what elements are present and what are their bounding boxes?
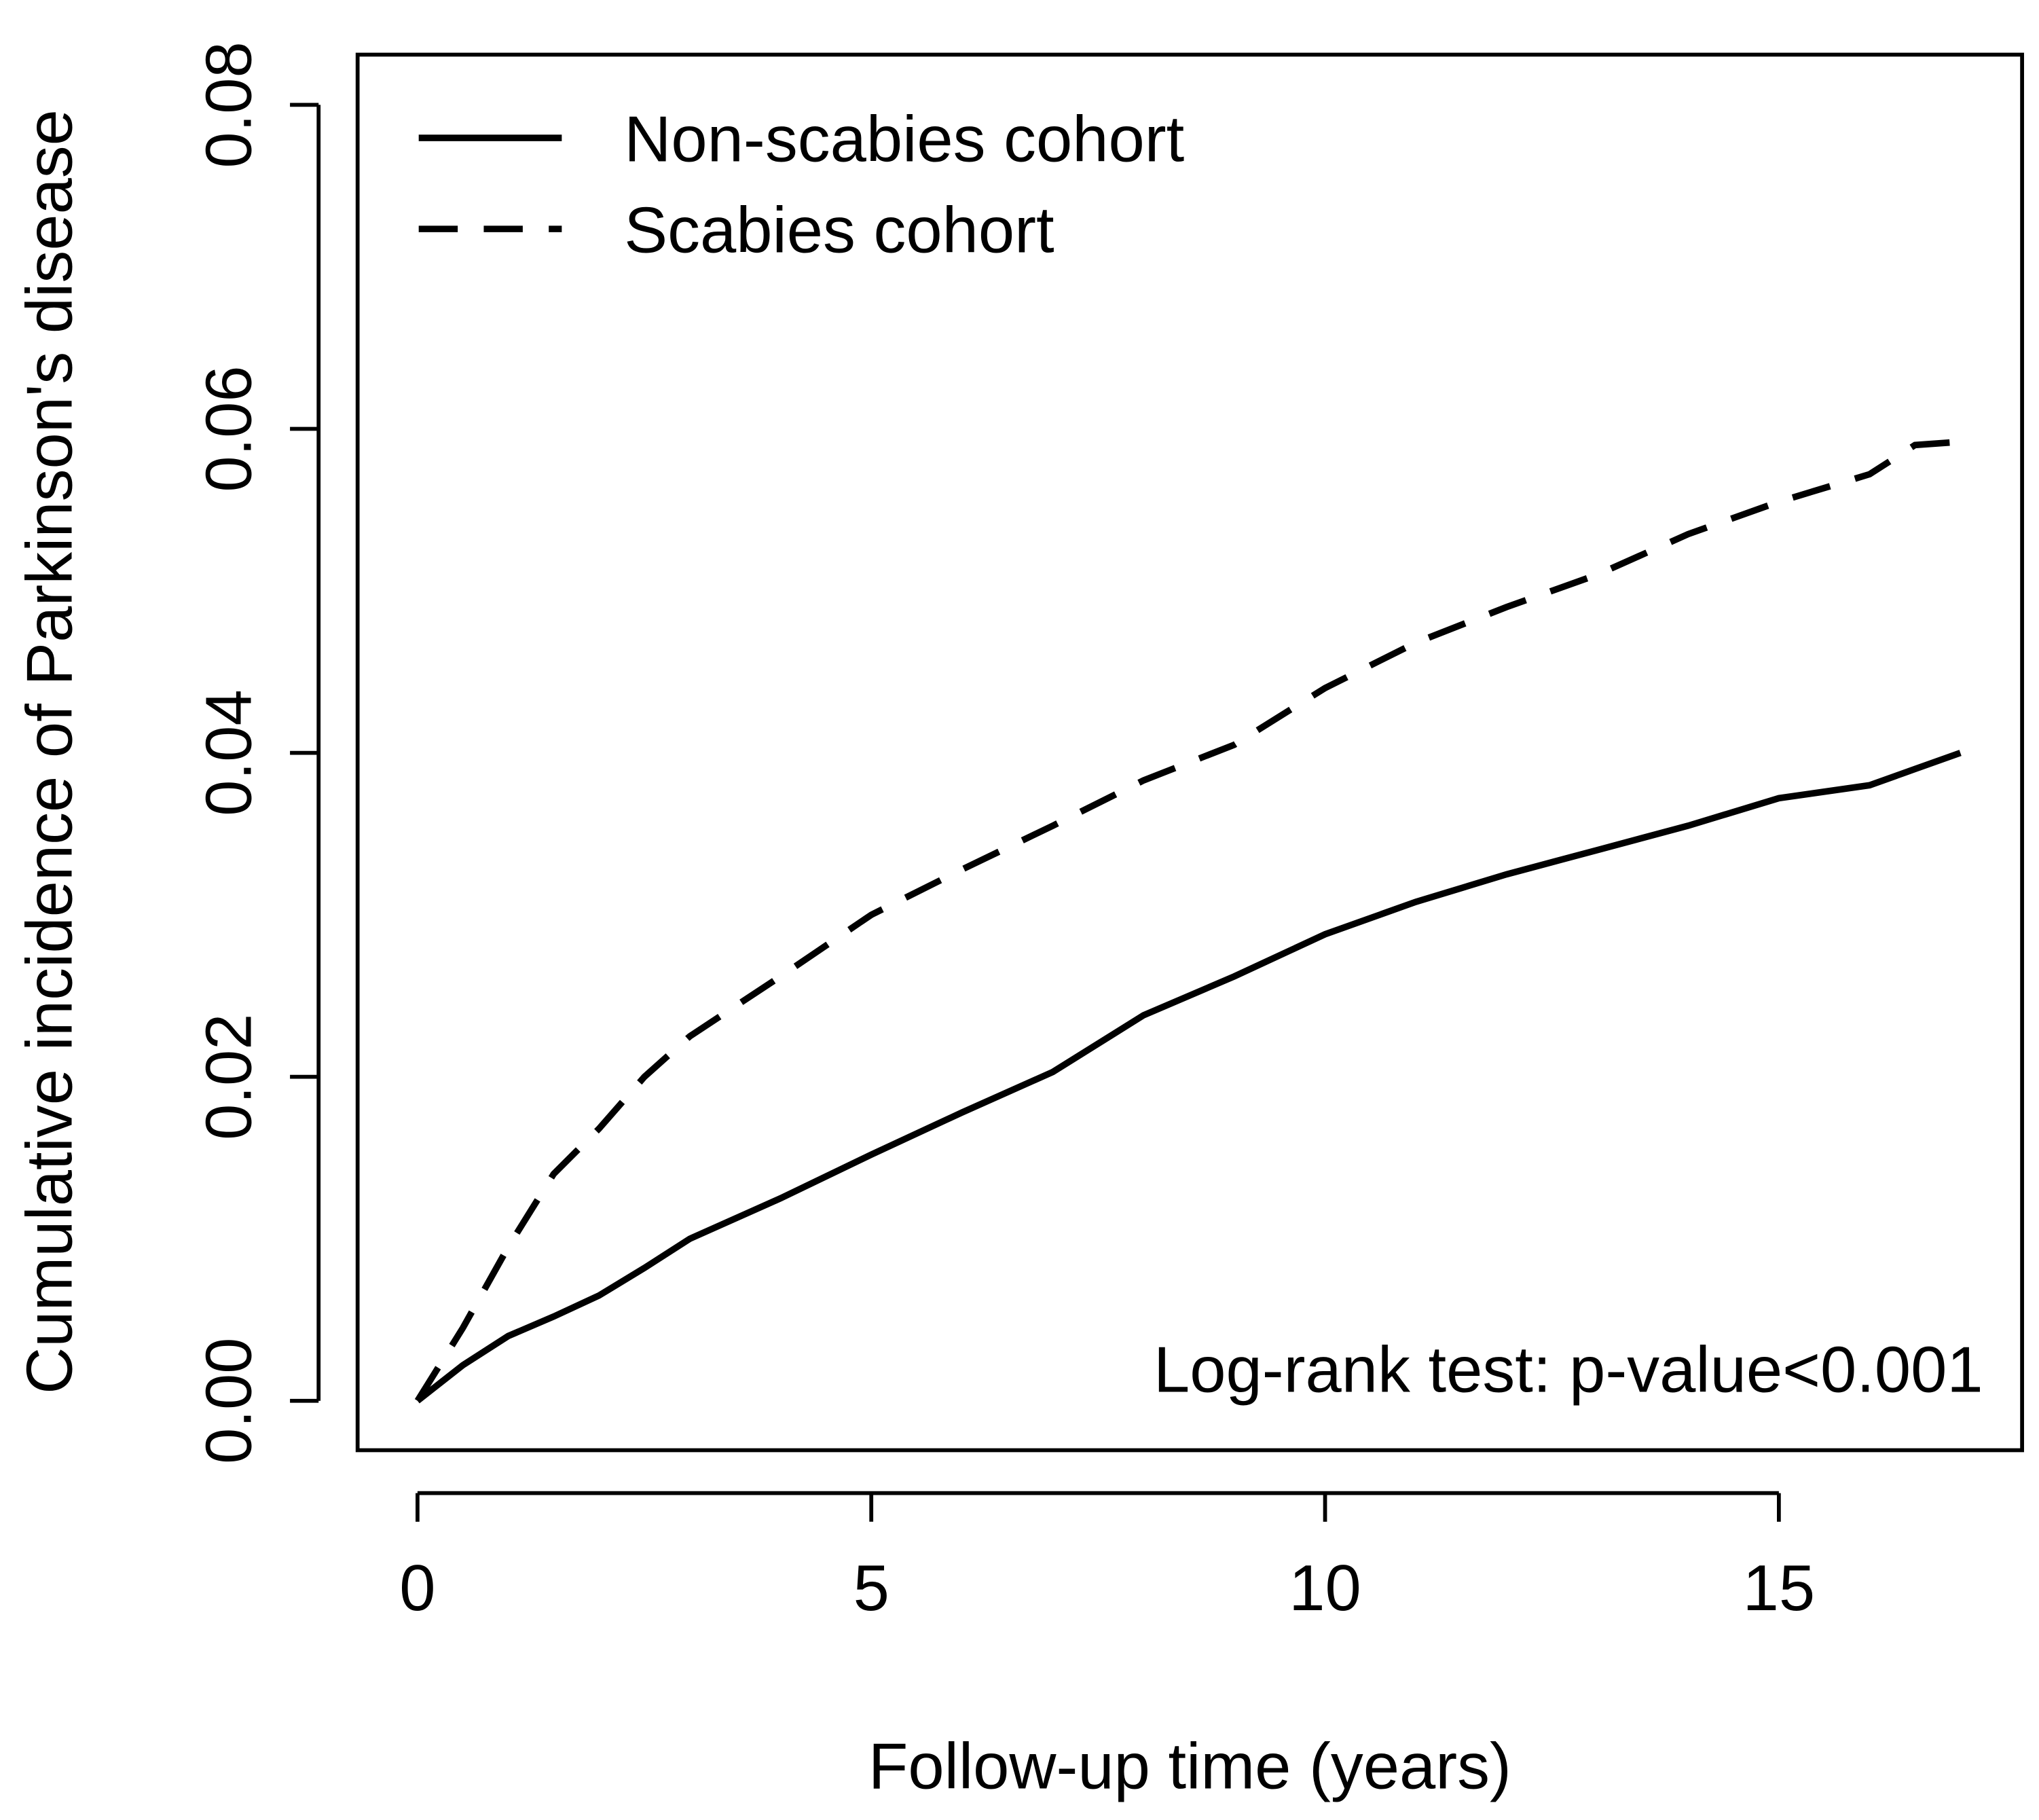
- y-tick-label: 0.00: [193, 1338, 265, 1464]
- x-tick-label: 0: [399, 1552, 435, 1624]
- x-tick-label: 5: [853, 1552, 889, 1624]
- x-axis-title: Follow-up time (years): [868, 1730, 1511, 1802]
- x-tick-label: 10: [1289, 1552, 1361, 1624]
- series-line: [414, 438, 1961, 1403]
- y-tick-label: 0.08: [193, 41, 265, 168]
- y-tick-label: 0.04: [193, 689, 265, 816]
- x-tick-label: 15: [1743, 1552, 1816, 1624]
- legend-label: Non-scabies cohort: [624, 103, 1184, 176]
- legend-label: Scabies cohort: [624, 194, 1054, 267]
- y-axis-title: Cumulative incidence of Parkinson's dise…: [13, 109, 86, 1394]
- series-line: [415, 750, 1962, 1404]
- plot-frame: [355, 52, 2024, 1453]
- annotation: Log-rank test: p-value<0.001: [1154, 1333, 1983, 1406]
- y-tick-label: 0.02: [193, 1013, 265, 1140]
- y-tick-label: 0.06: [193, 365, 265, 492]
